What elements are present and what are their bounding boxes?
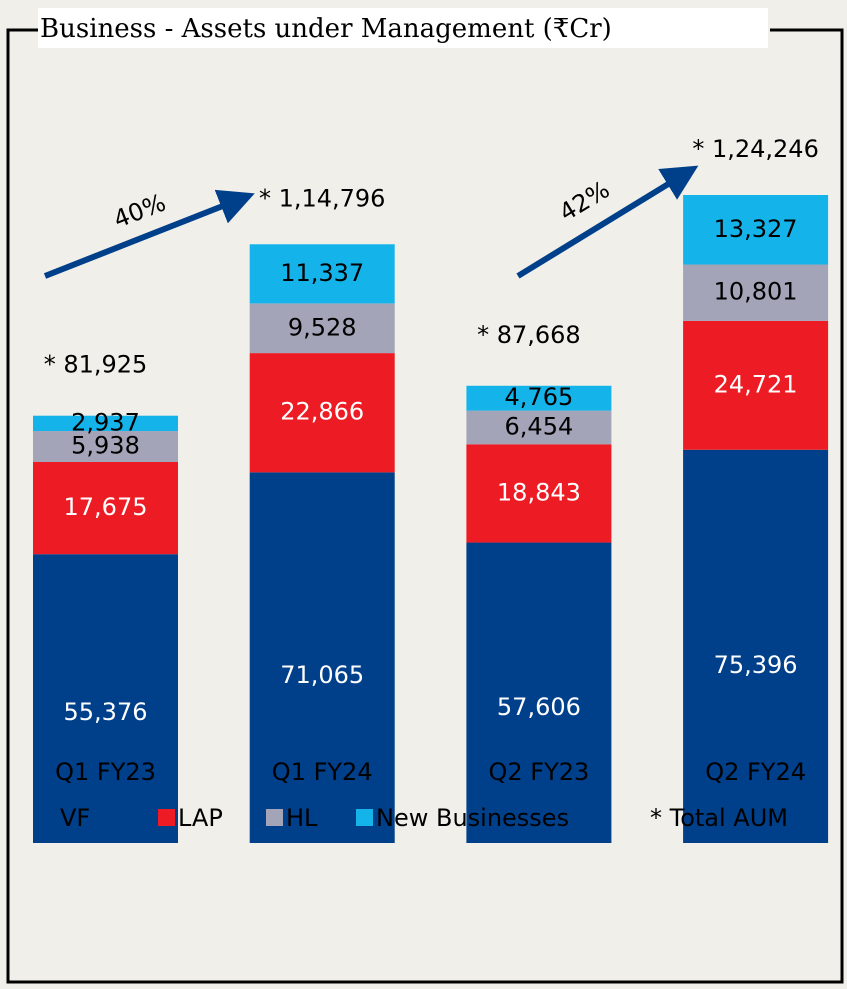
bar-segment	[249, 244, 395, 304]
value-label: 10,801	[714, 278, 798, 306]
growth-arrow	[43, 189, 255, 279]
value-label: 18,843	[497, 478, 581, 506]
value-label: 6,454	[505, 412, 574, 440]
value-label: 9,528	[288, 313, 357, 341]
legend-label: * Total AUM	[650, 804, 788, 832]
value-label: 55,376	[64, 698, 148, 726]
legend-swatch	[40, 809, 57, 826]
value-label: 13,327	[714, 215, 798, 243]
bar-segment	[466, 385, 612, 411]
value-label: 71,065	[280, 661, 364, 689]
chart-title: Business - Assets under Management (₹Cr)	[40, 14, 612, 44]
bar-segment	[466, 444, 612, 543]
x-tick-label: Q1 FY23	[55, 758, 156, 786]
value-label: 22,866	[280, 398, 364, 426]
value-label: 17,675	[64, 493, 148, 521]
bar-segment	[33, 554, 178, 843]
bar-segment	[466, 410, 612, 445]
bar-segment	[249, 472, 395, 843]
legend-swatch	[266, 809, 283, 826]
value-label: 11,337	[280, 259, 364, 287]
value-label: 24,721	[714, 370, 798, 398]
x-tick-label: Q2 FY24	[705, 758, 806, 786]
legend-label: VF	[60, 804, 90, 832]
bar-segment	[683, 264, 829, 321]
growth-arrow	[516, 165, 699, 279]
bar-segment	[33, 462, 178, 555]
total-label: * 81,925	[44, 351, 148, 379]
bar-segment	[249, 353, 395, 473]
value-label: 2,937	[71, 408, 140, 436]
legend-label: New Businesses	[376, 804, 569, 832]
title-box	[38, 8, 768, 48]
value-label: 75,396	[714, 651, 798, 679]
total-label: * 1,24,246	[692, 135, 819, 163]
x-tick-label: Q2 FY23	[489, 758, 590, 786]
frame	[6, 28, 844, 984]
bar-segment	[683, 320, 829, 450]
x-tick-label: Q1 FY24	[272, 758, 373, 786]
bar-segment	[683, 449, 829, 843]
legend-swatch	[356, 809, 373, 826]
total-label: * 87,668	[477, 321, 581, 349]
legend-swatch	[158, 809, 175, 826]
legend-label: LAP	[178, 804, 223, 832]
bar-segment	[33, 415, 178, 432]
bar-segment	[33, 431, 178, 463]
bar-segment	[683, 195, 829, 265]
bar-segment	[249, 303, 395, 354]
legend-label: HL	[286, 804, 318, 832]
value-label: 4,765	[505, 383, 574, 411]
bar-segment	[466, 542, 612, 843]
value-label: 5,938	[71, 432, 140, 460]
value-label: 57,606	[497, 693, 581, 721]
total-label: * 1,14,796	[259, 184, 386, 212]
